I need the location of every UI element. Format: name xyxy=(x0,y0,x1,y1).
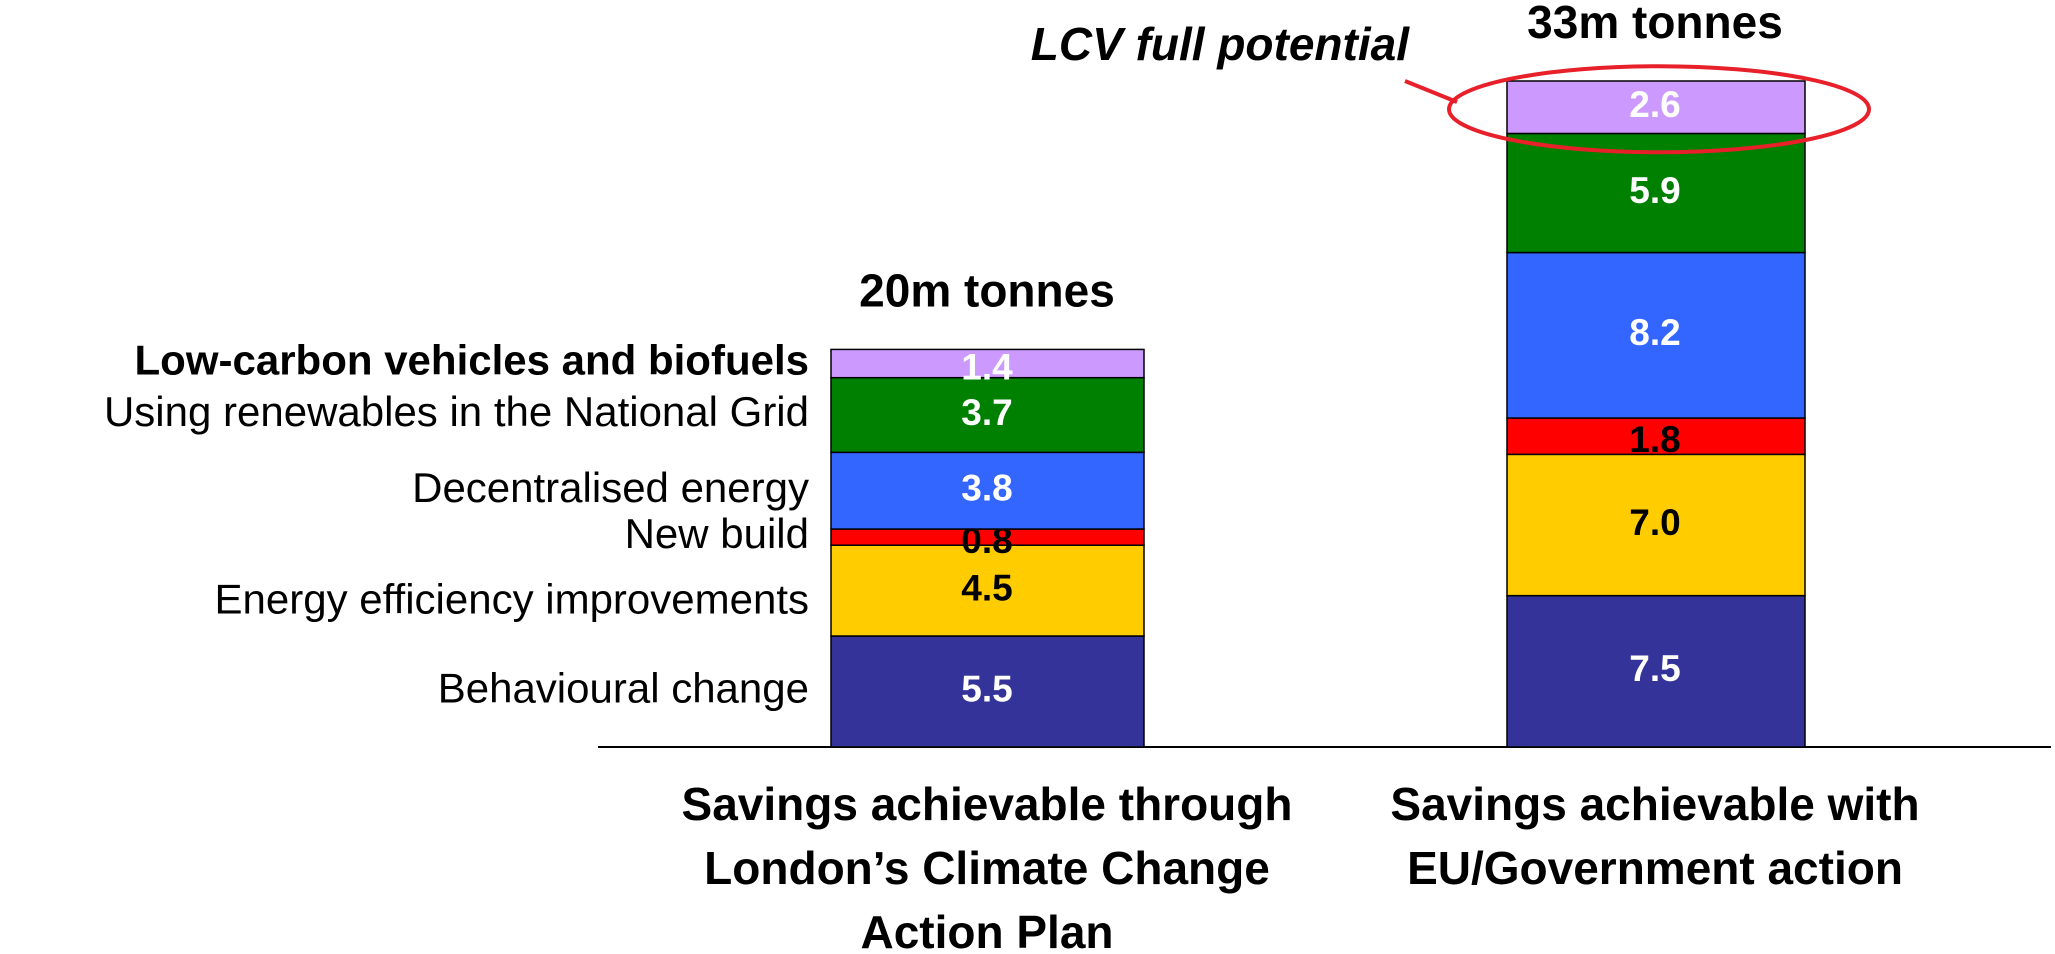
value-label: 4.5 xyxy=(961,567,1012,608)
value-label: 1.4 xyxy=(961,346,1013,387)
annotation: LCV full potential xyxy=(1031,18,1410,70)
legend-label: New build xyxy=(625,510,809,557)
annotation-ellipse xyxy=(1447,64,1871,155)
value-label: 8.2 xyxy=(1629,312,1680,353)
bar-segment xyxy=(1506,594,1806,748)
legend-label: Decentralised energy xyxy=(412,464,809,511)
value-label: 1.8 xyxy=(1629,419,1680,460)
legend-label: Using renewables in the National Grid xyxy=(104,388,809,435)
annotation-pointer xyxy=(1404,79,1458,104)
bar-segment xyxy=(1506,417,1806,456)
legend-label: Behavioural change xyxy=(438,665,809,712)
value-label: 7.5 xyxy=(1629,648,1680,689)
category-label: Savings achievable with EU/Government ac… xyxy=(1390,778,1920,894)
value-label: 5.5 xyxy=(961,668,1012,709)
legend-label: Energy efficiency improvements xyxy=(215,576,809,623)
category-label: Savings achievable through London’s Clim… xyxy=(681,778,1293,954)
bar-segment xyxy=(830,451,1145,530)
value-label: 2.6 xyxy=(1629,84,1680,125)
value-label: 3.7 xyxy=(961,392,1012,433)
value-label: 5.9 xyxy=(1629,170,1680,211)
value-label: 7.0 xyxy=(1629,502,1680,543)
value-label: 3.8 xyxy=(961,467,1012,508)
bar-segment xyxy=(1506,80,1806,135)
bar-segment xyxy=(1506,251,1806,419)
total-label: 33m tonnes xyxy=(1527,0,1783,48)
bar-segment xyxy=(830,635,1145,748)
bar-segment xyxy=(830,544,1145,637)
total-label: 20m tonnes xyxy=(859,265,1115,317)
legend-label: Low-carbon vehicles and biofuels xyxy=(135,337,809,384)
bar-segment xyxy=(830,348,1145,379)
bar-segment xyxy=(1506,453,1806,597)
bar-segment xyxy=(830,376,1145,454)
